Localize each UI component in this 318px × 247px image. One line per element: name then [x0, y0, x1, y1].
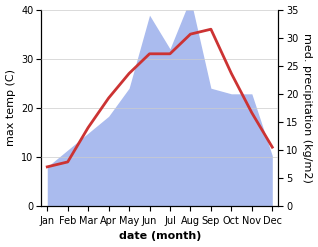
Y-axis label: max temp (C): max temp (C)	[5, 69, 16, 146]
Y-axis label: med. precipitation (kg/m2): med. precipitation (kg/m2)	[302, 33, 313, 183]
X-axis label: date (month): date (month)	[119, 231, 201, 242]
